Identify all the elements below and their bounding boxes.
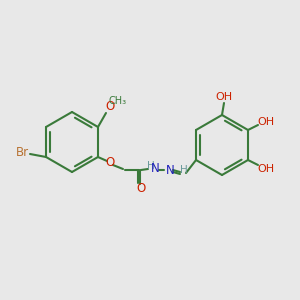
Text: CH₃: CH₃ [109,96,127,106]
Text: OH: OH [257,164,274,174]
Text: N: N [151,163,159,176]
Text: H: H [147,161,155,171]
Text: Br: Br [16,146,28,158]
Text: O: O [105,157,115,169]
Text: O: O [105,100,115,113]
Text: H: H [180,165,188,175]
Text: OH: OH [215,92,232,102]
Text: O: O [136,182,146,194]
Text: OH: OH [257,117,274,127]
Text: N: N [166,164,174,178]
